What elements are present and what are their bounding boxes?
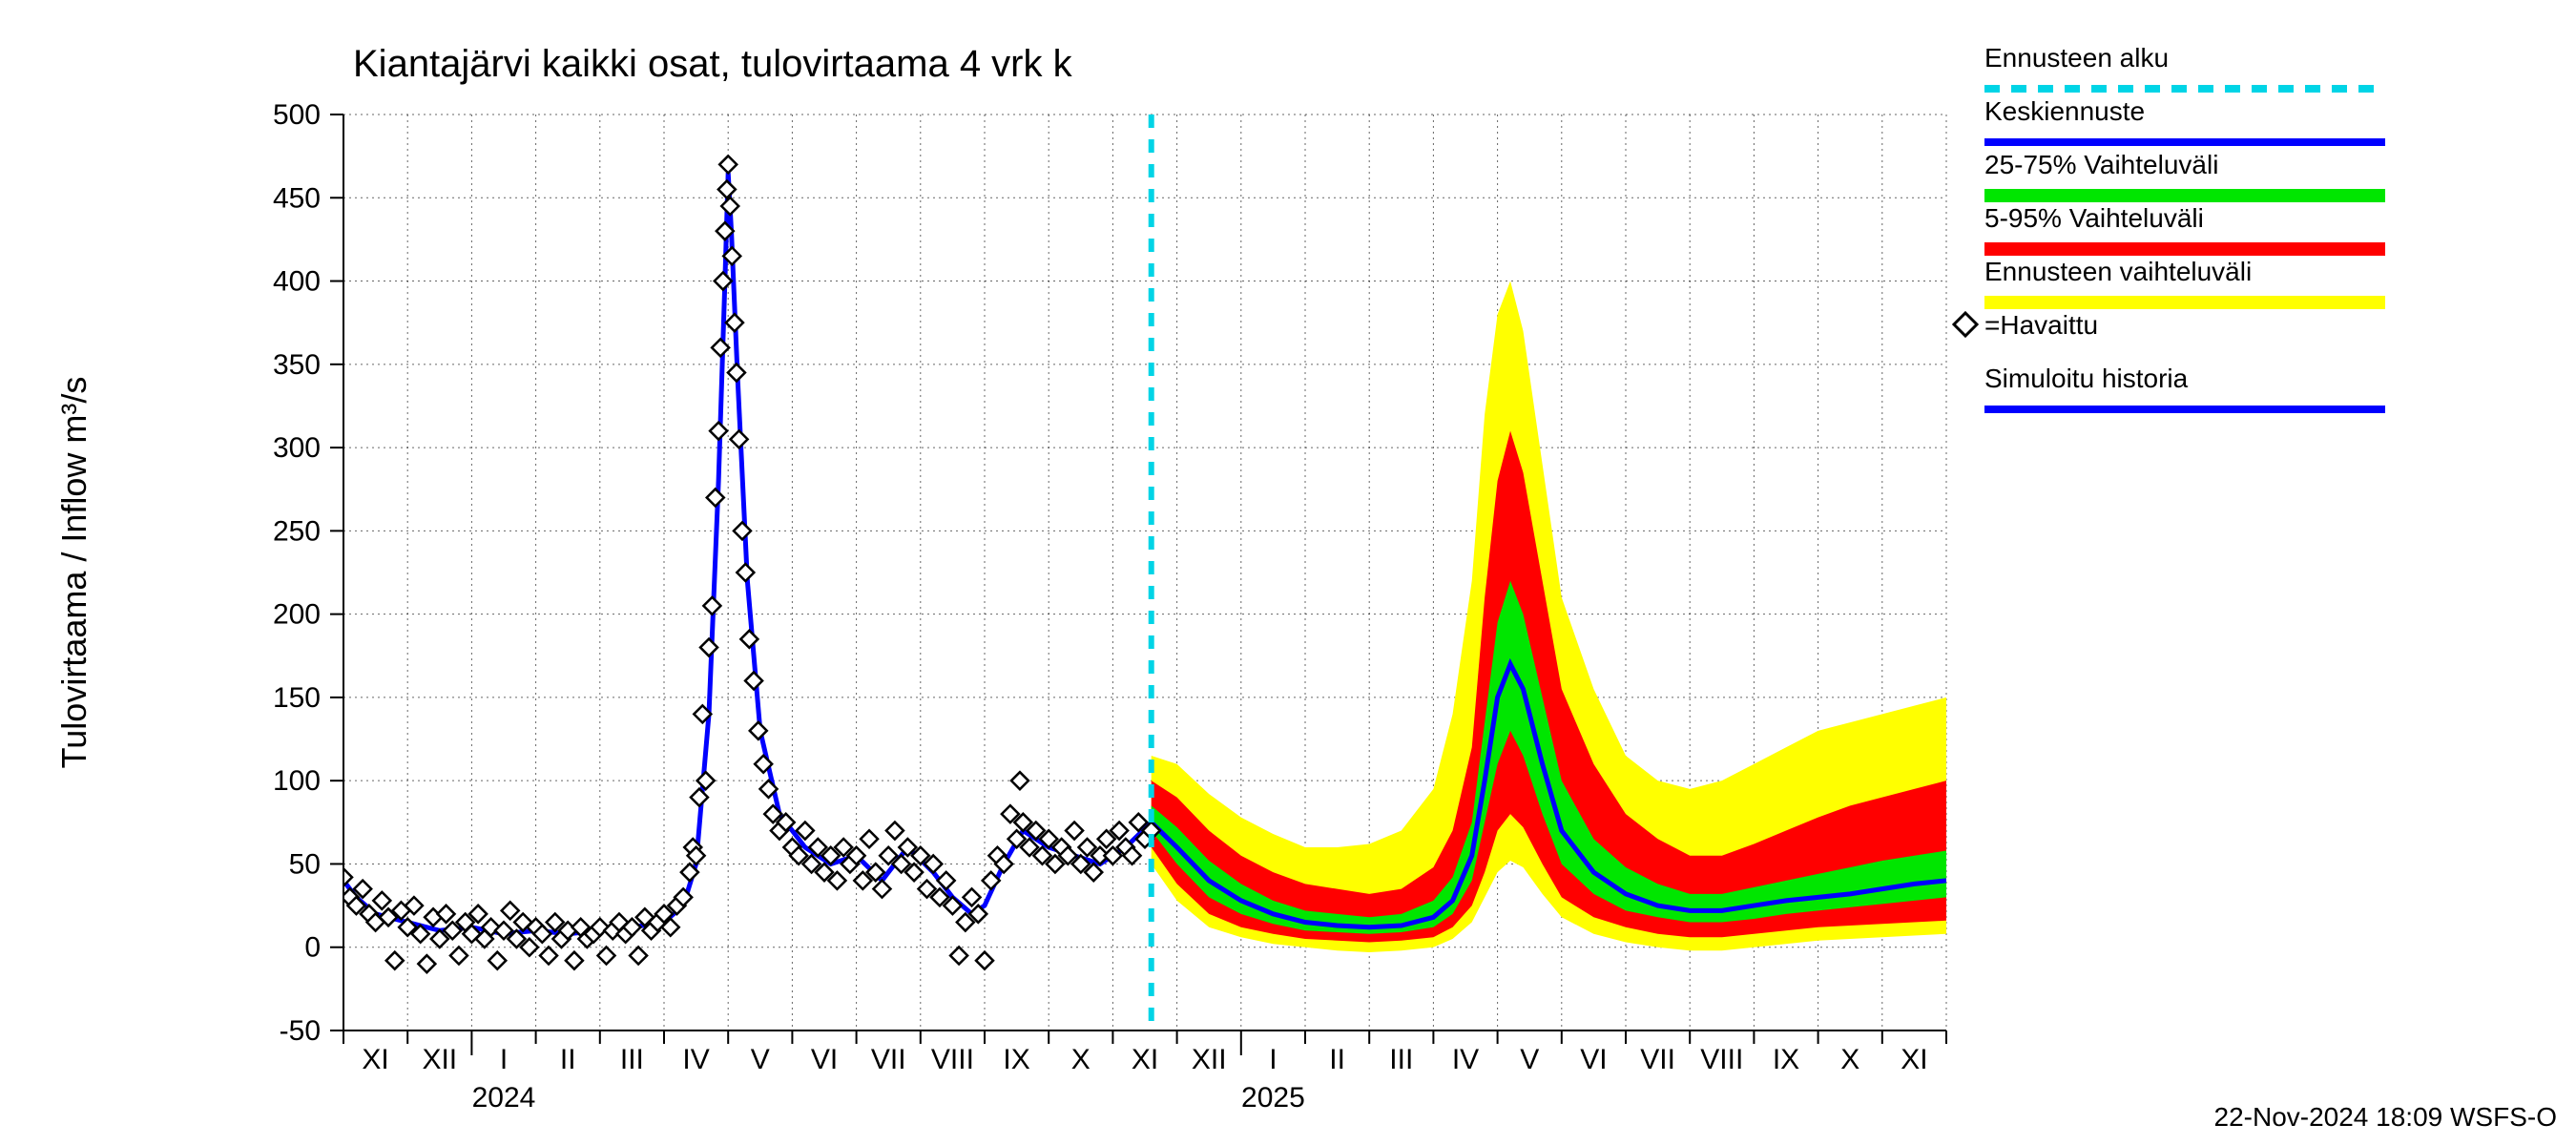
- legend-label: Ennusteen alku: [1984, 43, 2169, 73]
- y-tick-label: 50: [289, 848, 321, 880]
- legend-label: Simuloitu historia: [1984, 364, 2189, 393]
- legend-swatch: [1984, 406, 2385, 413]
- x-tick-label: III: [1389, 1044, 1413, 1075]
- y-tick-label: 350: [273, 349, 321, 381]
- x-tick-label: IV: [1452, 1044, 1479, 1075]
- legend-label: 5-95% Vaihteluväli: [1984, 203, 2204, 233]
- y-tick-label: 0: [304, 932, 321, 964]
- legend-swatch: [1984, 242, 2385, 256]
- x-tick-label: VI: [811, 1044, 838, 1075]
- year-label: 2025: [1241, 1082, 1305, 1114]
- y-tick-label: 200: [273, 599, 321, 631]
- x-tick-label: II: [560, 1044, 576, 1075]
- legend-diamond-icon: [1954, 313, 1977, 336]
- x-tick-label: I: [1269, 1044, 1277, 1075]
- x-tick-label: V: [751, 1044, 770, 1075]
- y-axis-label: Tulovirtaama / Inflow m³/s: [54, 377, 93, 769]
- y-tick-label: 250: [273, 515, 321, 547]
- y-tick-label: 450: [273, 182, 321, 214]
- legend-label: 25-75% Vaihteluväli: [1984, 150, 2218, 179]
- y-tick-label: 100: [273, 765, 321, 797]
- x-tick-label: VIII: [931, 1044, 974, 1075]
- legend-label: Ennusteen vaihteluväli: [1984, 257, 2252, 286]
- x-tick-label: VI: [1580, 1044, 1607, 1075]
- x-tick-label: VII: [871, 1044, 906, 1075]
- chart-container: -50050100150200250300350400450500XIXIIII…: [0, 0, 2576, 1145]
- x-tick-label: IX: [1773, 1044, 1799, 1075]
- x-tick-label: X: [1840, 1044, 1859, 1075]
- legend-swatch: [1984, 138, 2385, 146]
- y-tick-label: -50: [280, 1015, 321, 1047]
- x-tick-label: VII: [1640, 1044, 1675, 1075]
- legend-label: =Havaittu: [1984, 310, 2098, 340]
- x-tick-label: I: [500, 1044, 508, 1075]
- year-label: 2024: [472, 1082, 536, 1114]
- y-tick-label: 300: [273, 432, 321, 464]
- x-tick-label: XI: [1901, 1044, 1927, 1075]
- x-tick-label: XI: [1132, 1044, 1158, 1075]
- x-tick-label: IX: [1003, 1044, 1029, 1075]
- x-tick-label: IV: [682, 1044, 709, 1075]
- y-tick-label: 400: [273, 266, 321, 298]
- x-tick-label: V: [1520, 1044, 1539, 1075]
- legend-swatch: [1984, 189, 2385, 202]
- x-tick-label: II: [1329, 1044, 1345, 1075]
- chart-svg: -50050100150200250300350400450500XIXIIII…: [0, 0, 2576, 1145]
- forecast-bands: [1152, 281, 1946, 952]
- x-tick-label: XII: [1192, 1044, 1227, 1075]
- legend-label: Keskiennuste: [1984, 96, 2145, 126]
- chart-title: Kiantajärvi kaikki osat, tulovirtaama 4 …: [353, 43, 1073, 85]
- observed-markers: [335, 156, 1160, 972]
- footer-timestamp: 22-Nov-2024 18:09 WSFS-O: [2214, 1102, 2558, 1132]
- legend-swatch: [1984, 296, 2385, 309]
- legend: Ennusteen alku Keskiennuste 25-75% Vaihtel…: [1954, 43, 2385, 413]
- y-tick-label: 500: [273, 99, 321, 131]
- x-tick-label: III: [620, 1044, 644, 1075]
- x-tick-label: XI: [362, 1044, 388, 1075]
- y-tick-label: 150: [273, 682, 321, 714]
- x-tick-label: X: [1071, 1044, 1091, 1075]
- x-tick-label: VIII: [1700, 1044, 1743, 1075]
- x-tick-label: XII: [422, 1044, 457, 1075]
